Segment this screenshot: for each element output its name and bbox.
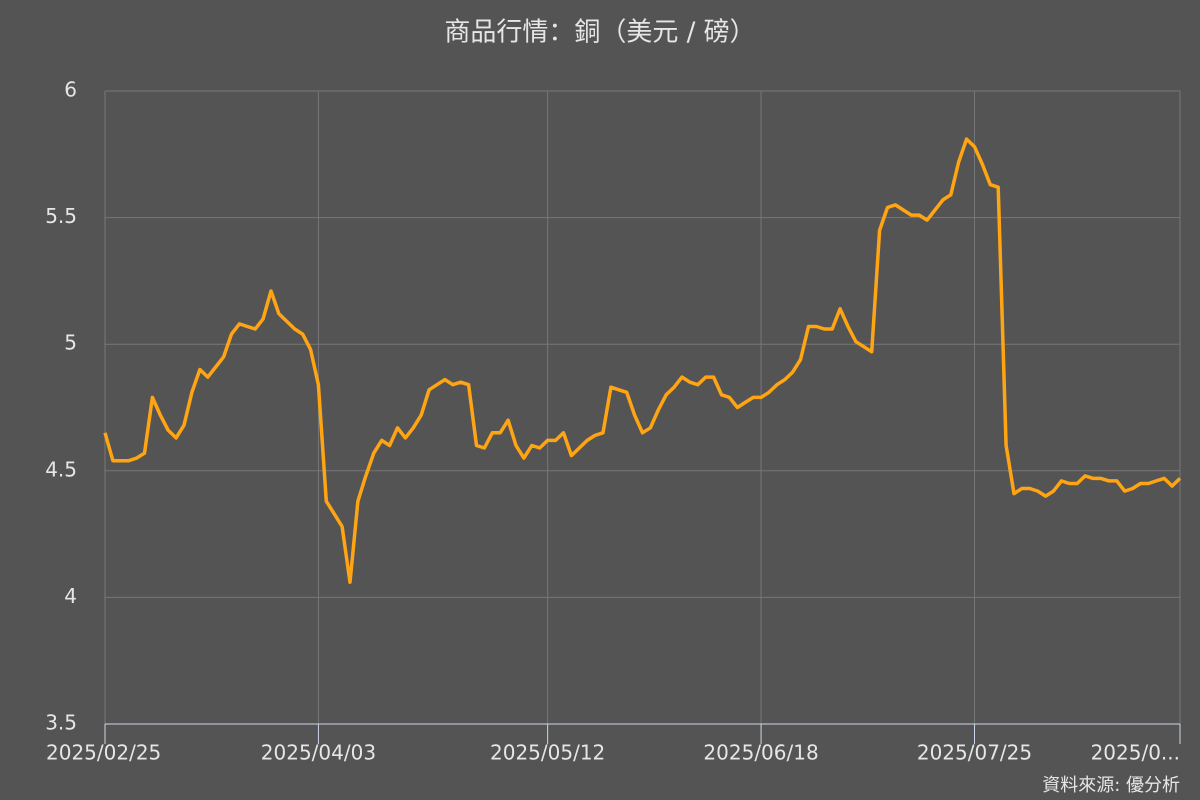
y-tick-label: 4 xyxy=(64,584,77,608)
x-tick-label: 2025/02/25 xyxy=(46,741,161,765)
x-tick-label: 2025/07/25 xyxy=(917,741,1032,765)
x-tick-label: 2025/04/03 xyxy=(261,741,376,765)
y-tick-label: 3.5 xyxy=(45,711,77,735)
chart-title: 商品行情：銅（美元 / 磅） xyxy=(444,18,755,48)
x-tick-label: 2025/05/12 xyxy=(490,741,605,765)
y-tick-label: 4.5 xyxy=(45,457,77,481)
data-line xyxy=(103,137,1182,584)
x-tick-label: 2025/06/18 xyxy=(703,741,818,765)
y-tick-label: 6 xyxy=(64,78,77,102)
y-tick-label: 5 xyxy=(64,331,77,355)
x-tick-label: 2025/0... xyxy=(1091,741,1180,765)
source-note: 資料來源: 優分析 xyxy=(1042,775,1180,796)
y-tick-label: 5.5 xyxy=(45,204,77,228)
